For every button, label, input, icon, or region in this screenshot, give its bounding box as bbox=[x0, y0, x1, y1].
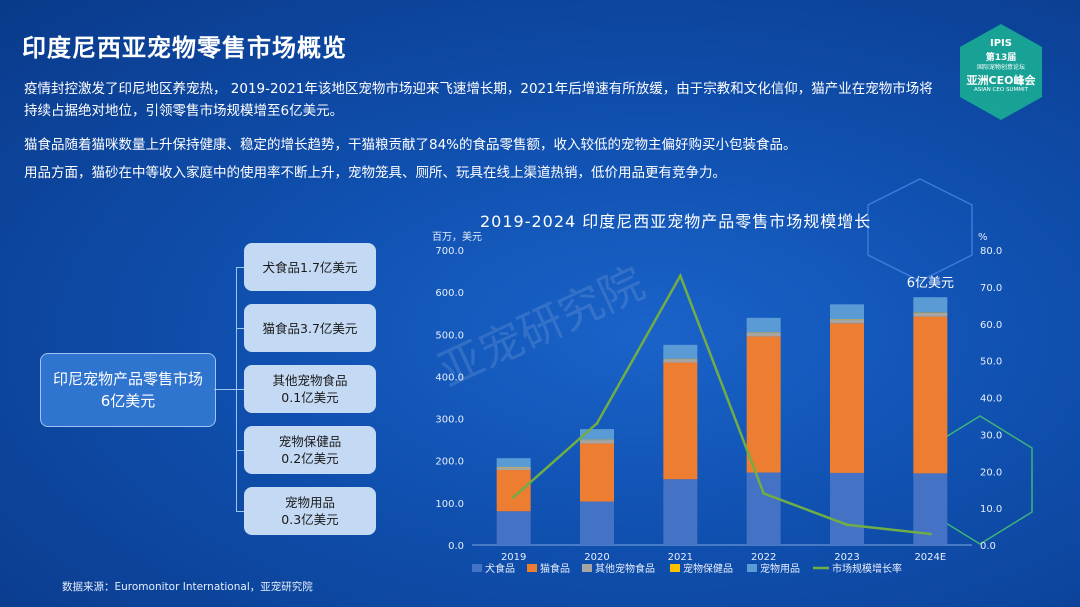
legend-swatch-0 bbox=[472, 564, 482, 572]
bar-2019-series-2 bbox=[497, 467, 531, 470]
leaf-health-value: 0.2亿美元 bbox=[281, 450, 338, 467]
badge-line-3: 国际宠物创意论坛 bbox=[958, 62, 1044, 71]
bar-2020-series-0 bbox=[580, 502, 614, 545]
growth-rate-point bbox=[512, 496, 515, 499]
decor-hexagon-icon-2 bbox=[920, 410, 1040, 550]
growth-rate-point bbox=[596, 422, 599, 425]
intro-paragraph-2: 猫食品随着猫咪数量上升保持健康、稳定的增长趋势，干猫粮贡献了84%的食品零售额，… bbox=[24, 134, 944, 156]
watermark-text: 亚宠研究院 bbox=[431, 258, 652, 397]
bar-2022-series-1 bbox=[747, 336, 781, 472]
tree-connector-2 bbox=[236, 328, 244, 329]
intro-paragraph-1: 疫情封控激发了印尼地区养宠热， 2019-2021年该地区宠物市场迎来飞速增长期… bbox=[24, 78, 944, 122]
x-tick-label: 2021 bbox=[668, 552, 693, 563]
bar-2023-series-0 bbox=[830, 473, 864, 545]
x-tick-label: 2019 bbox=[501, 552, 526, 563]
x-tick-label: 2020 bbox=[584, 552, 609, 563]
bar-2020-series-2 bbox=[580, 440, 614, 443]
y-tick-label: 200.0 bbox=[435, 457, 464, 468]
y-tick-label: 0.0 bbox=[448, 541, 464, 552]
bar-2022-series-2 bbox=[747, 333, 781, 337]
bar-2021-series-1 bbox=[663, 363, 697, 480]
y-tick-label: 400.0 bbox=[435, 372, 464, 383]
growth-rate-line bbox=[514, 276, 931, 534]
badge-line-1: IPIS bbox=[958, 38, 1044, 49]
market-root-label: 印尼宠物产品零售市场 bbox=[53, 368, 203, 390]
x-tick-label: 2024E bbox=[914, 552, 946, 563]
data-source: 数据来源：Euromonitor International，亚宠研究院 bbox=[62, 579, 313, 594]
leaf-other-food-value: 0.1亿美元 bbox=[281, 389, 338, 406]
leaf-health: 宠物保健品 0.2亿美元 bbox=[244, 426, 376, 474]
y2-tick-label: 50.0 bbox=[980, 357, 1002, 368]
bar-2020-series-4 bbox=[580, 429, 614, 440]
bar-2023-series-2 bbox=[830, 320, 864, 324]
y-tick-label: 700.0 bbox=[435, 246, 464, 257]
decor-hexagon-icon bbox=[860, 175, 980, 285]
tree-connector bbox=[214, 389, 236, 390]
growth-rate-point bbox=[846, 523, 849, 526]
bar-2022-series-0 bbox=[747, 473, 781, 545]
leaf-other-food-label: 其他宠物食品 bbox=[272, 372, 347, 389]
bar-2019-series-0 bbox=[497, 511, 531, 545]
bar-2023-series-1 bbox=[830, 323, 864, 473]
legend-label-4: 宠物用品 bbox=[760, 562, 800, 575]
leaf-dog-food: 犬食品1.7亿美元 bbox=[244, 243, 376, 291]
bar-2020-series-1 bbox=[580, 443, 614, 501]
y-axis-label: 百万，美元 bbox=[432, 230, 482, 243]
y-tick-label: 300.0 bbox=[435, 415, 464, 426]
leaf-health-label: 宠物保健品 bbox=[279, 433, 342, 450]
intro-paragraph-3: 用品方面，猫砂在中等收入家庭中的使用率不断上升，宠物笼具、厕所、玩具在线上渠道热… bbox=[24, 162, 944, 184]
y2-tick-label: 80.0 bbox=[980, 246, 1002, 257]
tree-connector-5 bbox=[236, 511, 244, 512]
badge-line-5: ASIAN CEO SUMMIT bbox=[958, 87, 1044, 93]
leaf-supplies: 宠物用品 0.3亿美元 bbox=[244, 487, 376, 535]
page-title: 印度尼西亚宠物零售市场概览 bbox=[22, 28, 347, 63]
tree-connector-1 bbox=[236, 267, 244, 268]
badge-line-4: 亚洲CEO峰会 bbox=[958, 72, 1044, 88]
chart-title: 2019-2024 印度尼西亚宠物产品零售市场规模增长 bbox=[480, 208, 871, 232]
leaf-supplies-label: 宠物用品 bbox=[285, 494, 335, 511]
market-root-value: 6亿美元 bbox=[101, 390, 156, 412]
x-tick-label: 2022 bbox=[751, 552, 776, 563]
legend-label-2: 其他宠物食品 bbox=[595, 562, 655, 575]
legend-swatch-2 bbox=[582, 564, 592, 572]
bar-2024E-series-2 bbox=[913, 313, 947, 317]
bar-2019-series-4 bbox=[497, 458, 531, 467]
x-tick-label: 2023 bbox=[834, 552, 859, 563]
leaf-dog-food-label: 犬食品1.7亿美元 bbox=[263, 259, 358, 276]
bar-2023-series-4 bbox=[830, 304, 864, 319]
y2-tick-label: 70.0 bbox=[980, 283, 1002, 294]
legend-label-3: 宠物保健品 bbox=[683, 562, 733, 575]
tree-connector-4 bbox=[236, 450, 244, 451]
bar-2021-series-2 bbox=[663, 359, 697, 362]
bar-2021-series-4 bbox=[663, 345, 697, 359]
y-tick-label: 500.0 bbox=[435, 330, 464, 341]
tree-connector-3 bbox=[236, 389, 244, 390]
legend-label-1: 猫食品 bbox=[540, 562, 570, 575]
legend-swatch-4 bbox=[747, 564, 757, 572]
growth-rate-point bbox=[679, 274, 682, 277]
leaf-supplies-value: 0.3亿美元 bbox=[281, 511, 338, 528]
leaf-cat-food: 猫食品3.7亿美元 bbox=[244, 304, 376, 352]
y-tick-label: 600.0 bbox=[435, 288, 464, 299]
legend-swatch-3 bbox=[670, 564, 680, 572]
bar-2022-series-4 bbox=[747, 318, 781, 332]
legend-label-0: 犬食品 bbox=[485, 562, 515, 575]
bar-2019-series-1 bbox=[497, 470, 531, 511]
legend-label-line: 市场规模增长率 bbox=[832, 562, 902, 575]
legend-swatch-1 bbox=[527, 564, 537, 572]
growth-rate-point bbox=[762, 492, 765, 495]
summit-logo: IPIS 第13届 国际宠物创意论坛 亚洲CEO峰会 ASIAN CEO SUM… bbox=[958, 22, 1044, 122]
y2-tick-label: 40.0 bbox=[980, 394, 1002, 405]
market-root-box: 印尼宠物产品零售市场 6亿美元 bbox=[40, 353, 216, 427]
y-tick-label: 100.0 bbox=[435, 499, 464, 510]
leaf-cat-food-label: 猫食品3.7亿美元 bbox=[263, 320, 358, 337]
y2-tick-label: 60.0 bbox=[980, 320, 1002, 331]
leaf-other-food: 其他宠物食品 0.1亿美元 bbox=[244, 365, 376, 413]
bar-2021-series-0 bbox=[663, 479, 697, 545]
bar-2024E-series-4 bbox=[913, 297, 947, 312]
